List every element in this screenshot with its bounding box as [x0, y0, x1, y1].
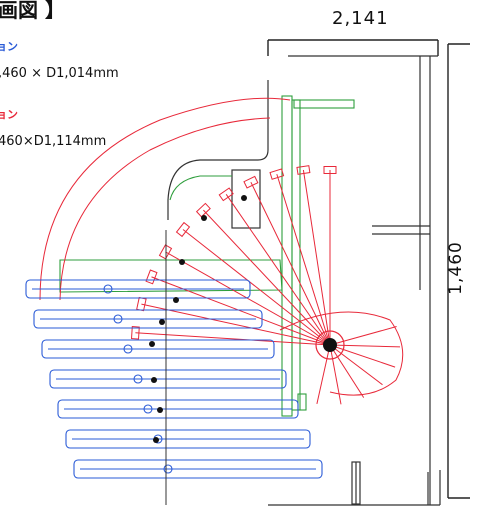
- green-upright: [291, 99, 301, 411]
- red-fan-line: [250, 181, 331, 346]
- red-marker: [296, 165, 311, 175]
- red-marker: [243, 175, 259, 189]
- red-foot-swing: [279, 311, 404, 396]
- width-dimension-line: [267, 39, 439, 56]
- green-foot: [297, 393, 307, 411]
- blue-seat: [73, 459, 323, 479]
- position-a-name: ョン: [0, 40, 18, 53]
- red-foot-line: [329, 326, 397, 346]
- red-marker: [175, 221, 191, 238]
- red-foot-line: [329, 344, 396, 368]
- blue-hub: [163, 464, 173, 474]
- red-foot-line: [329, 344, 365, 398]
- red-marker: [218, 187, 234, 202]
- red-foot-line: [329, 344, 401, 348]
- joint-dot: [173, 297, 179, 303]
- blue-seat: [33, 309, 263, 329]
- joint-dot: [179, 259, 185, 265]
- blue-seat: [65, 429, 311, 449]
- height-dimension-label: 1,460: [446, 241, 466, 295]
- joint-dot: [153, 437, 159, 443]
- blue-seat: [49, 369, 287, 389]
- red-marker: [158, 244, 173, 260]
- blue-hub: [123, 344, 133, 354]
- blue-stacked-positions: [25, 279, 323, 479]
- width-dimension-label: 2,141: [332, 8, 389, 29]
- red-marker: [130, 326, 140, 340]
- red-marker: [269, 168, 285, 180]
- joint-dot: [157, 407, 163, 413]
- joint-dot: [159, 319, 165, 325]
- page-title: 画図 】: [0, 0, 65, 22]
- position-a-dims: ,460 × D1,014mm: [0, 66, 119, 81]
- joint-dot: [151, 377, 157, 383]
- blue-hub: [143, 404, 153, 414]
- red-fan-line: [165, 251, 331, 346]
- position-b-name: ョン: [0, 108, 18, 121]
- position-b-dims: 460×D1,114mm: [0, 134, 107, 149]
- red-fan-line: [203, 209, 331, 346]
- red-fan-line: [151, 276, 331, 346]
- joint-dot: [241, 195, 247, 201]
- joint-dot: [149, 341, 155, 347]
- red-outer-arc: [39, 97, 291, 301]
- red-foot-line: [329, 344, 383, 386]
- green-arc: [169, 175, 232, 201]
- red-marker: [323, 166, 337, 174]
- blue-seat: [57, 399, 299, 419]
- red-marker: [145, 269, 158, 285]
- blue-seat: [25, 279, 251, 299]
- wall-frame: [167, 55, 441, 506]
- pivot-point: [149, 195, 345, 443]
- blue-hub: [133, 374, 143, 384]
- red-fan-line: [182, 229, 331, 346]
- red-reclined-fan: [39, 97, 404, 405]
- blue-hub: [113, 314, 123, 324]
- red-fan-line: [302, 169, 331, 346]
- green-bar: [293, 99, 355, 109]
- red-foot-line: [329, 344, 342, 405]
- red-marker: [195, 202, 211, 218]
- pivot-dot: [323, 338, 337, 352]
- red-inner-arc: [59, 117, 271, 301]
- red-fan-line: [276, 173, 331, 346]
- red-fan-line: [225, 194, 331, 346]
- blue-seat: [41, 339, 275, 359]
- green-seat: [59, 259, 283, 293]
- green-outline: [59, 95, 355, 417]
- blue-hub: [103, 284, 113, 294]
- height-dimension-line: [447, 43, 470, 499]
- red-fan-line: [141, 303, 331, 346]
- red-foot-line: [316, 344, 331, 405]
- joint-dot: [201, 215, 207, 221]
- pivot-ring: [315, 330, 345, 360]
- red-fan-line: [135, 332, 331, 346]
